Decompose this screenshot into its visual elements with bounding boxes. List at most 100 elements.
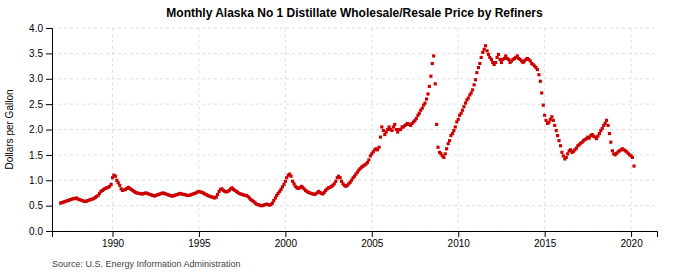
point bbox=[339, 176, 342, 179]
point bbox=[494, 61, 497, 64]
tick-label: 2010 bbox=[448, 238, 471, 249]
point bbox=[542, 104, 545, 107]
tick-mark bbox=[46, 104, 52, 105]
point bbox=[284, 180, 287, 183]
point bbox=[500, 61, 503, 64]
point bbox=[114, 175, 117, 178]
tick-label: 1.5 bbox=[29, 150, 43, 161]
tick-label: 1995 bbox=[188, 238, 211, 249]
grid-line bbox=[52, 180, 657, 181]
tick: 1.0 bbox=[29, 175, 52, 186]
tick: 2000 bbox=[275, 231, 298, 249]
tick-label: 2005 bbox=[361, 238, 384, 249]
point bbox=[477, 66, 480, 69]
point bbox=[552, 119, 555, 122]
point bbox=[426, 92, 429, 95]
point bbox=[480, 56, 483, 59]
point bbox=[604, 122, 607, 125]
x-axis: 1990 1995 2000 2005 2010 2015 2020 bbox=[53, 231, 658, 249]
grid-line bbox=[52, 205, 657, 206]
point bbox=[471, 88, 474, 91]
tick: 0.0 bbox=[29, 226, 52, 237]
point bbox=[607, 124, 610, 127]
point bbox=[436, 146, 439, 149]
point bbox=[431, 62, 434, 65]
grid-line bbox=[52, 129, 657, 130]
tick-label: 1.0 bbox=[29, 175, 43, 186]
tick: 4.0 bbox=[29, 23, 52, 34]
tick-mark bbox=[46, 28, 52, 29]
point bbox=[611, 149, 614, 152]
tick-label: 0.0 bbox=[29, 226, 43, 237]
point bbox=[609, 141, 612, 144]
tick-label: 1990 bbox=[102, 238, 125, 249]
grid-line bbox=[631, 28, 632, 231]
point bbox=[423, 102, 426, 105]
point bbox=[425, 97, 428, 100]
point bbox=[367, 158, 370, 161]
point bbox=[467, 96, 470, 99]
point bbox=[497, 53, 500, 56]
point bbox=[474, 78, 477, 81]
points bbox=[59, 44, 636, 207]
tick: 1.5 bbox=[29, 150, 52, 161]
grid bbox=[52, 28, 657, 231]
chart: 1990 1995 2000 2005 2010 2015 2020 0.0 0.5 1.0 1.5… bbox=[0, 0, 675, 275]
tick-label: 3.0 bbox=[29, 73, 43, 84]
point bbox=[382, 129, 385, 132]
y-axis: 0.00.51.01.52.02.53.03.54.0 bbox=[29, 23, 52, 237]
point bbox=[601, 127, 604, 130]
tick: 3.5 bbox=[29, 48, 52, 59]
point bbox=[418, 112, 421, 115]
point bbox=[377, 146, 380, 149]
point bbox=[282, 183, 285, 186]
point bbox=[110, 183, 113, 186]
point bbox=[435, 123, 438, 126]
point bbox=[434, 82, 437, 85]
point bbox=[481, 51, 484, 54]
grid-line bbox=[371, 28, 372, 231]
point bbox=[457, 118, 460, 121]
point bbox=[442, 156, 445, 159]
point bbox=[483, 48, 486, 51]
tick-mark bbox=[199, 231, 200, 237]
point bbox=[464, 102, 467, 105]
point bbox=[452, 129, 455, 132]
tick-mark bbox=[46, 231, 52, 232]
point bbox=[461, 109, 464, 112]
tick-mark bbox=[46, 53, 52, 54]
grid-line bbox=[52, 53, 657, 54]
point bbox=[448, 139, 451, 142]
source: Source: U.S. Energy Information Administ… bbox=[52, 259, 241, 269]
point bbox=[539, 80, 542, 83]
tick: 1990 bbox=[102, 231, 125, 249]
point bbox=[536, 68, 539, 71]
grid-line bbox=[112, 28, 113, 231]
point bbox=[380, 125, 383, 128]
point bbox=[544, 119, 547, 122]
point bbox=[462, 105, 465, 108]
tick-mark bbox=[46, 155, 52, 156]
tick-mark bbox=[285, 231, 286, 237]
axis-line bbox=[46, 29, 53, 232]
point bbox=[432, 54, 435, 57]
tick-mark bbox=[46, 180, 52, 181]
point bbox=[559, 144, 562, 147]
tick-mark bbox=[631, 231, 632, 237]
grid-line bbox=[285, 28, 286, 231]
point bbox=[475, 71, 478, 74]
point bbox=[631, 156, 634, 159]
point bbox=[454, 125, 457, 128]
tick: 2015 bbox=[534, 231, 557, 249]
point bbox=[334, 180, 337, 183]
tick: 0.5 bbox=[29, 200, 52, 211]
tick-label: 2015 bbox=[534, 238, 557, 249]
point bbox=[608, 132, 611, 135]
point bbox=[445, 147, 448, 150]
point bbox=[393, 123, 396, 126]
point bbox=[470, 91, 473, 94]
tick-label: 2020 bbox=[620, 238, 643, 249]
point bbox=[498, 58, 501, 61]
point bbox=[560, 151, 563, 154]
point bbox=[562, 154, 565, 157]
